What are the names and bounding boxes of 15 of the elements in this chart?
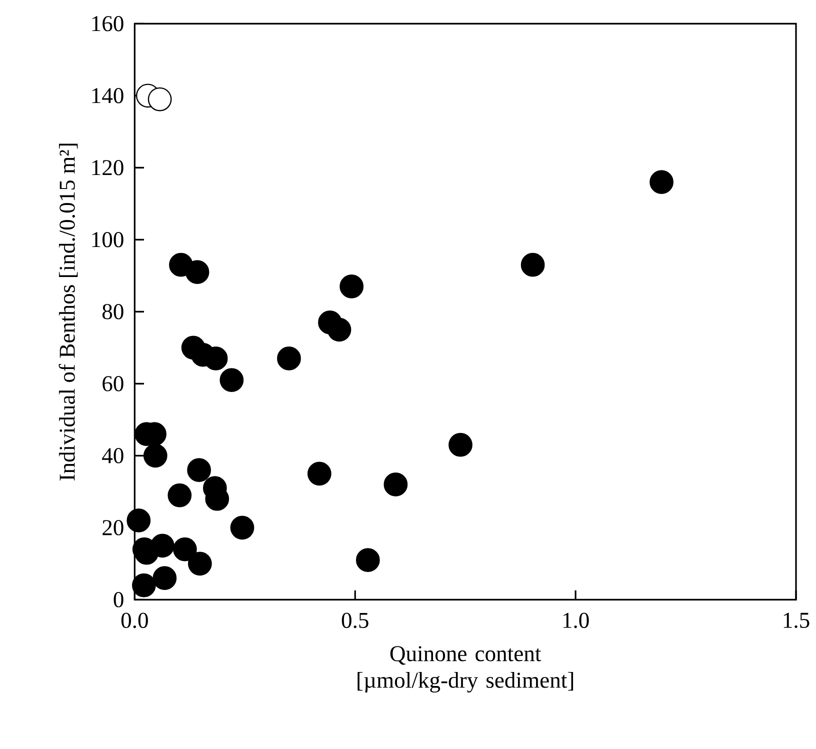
y-tick-label: 80 <box>102 304 124 320</box>
y-tick-label: 100 <box>92 232 124 248</box>
x-tick-label: 1.0 <box>563 612 589 628</box>
y-tick-label: 40 <box>102 448 124 464</box>
y-tick-label: 20 <box>102 520 124 536</box>
y-tick-label: 160 <box>92 16 124 32</box>
x-tick-label: 1.5 <box>784 612 810 628</box>
y-tick-label: 0 <box>114 592 124 608</box>
x-tick-label: 0.5 <box>342 612 368 628</box>
y-tick-label: 120 <box>92 160 124 176</box>
x-axis-title: Quinone content [µmol/kg-dry sediment] <box>358 646 574 693</box>
y-tick-label: 140 <box>92 88 124 104</box>
x-tick-label: 0.0 <box>121 612 148 628</box>
y-axis-title: Individual of Benthos [ind./0.015 m²] <box>58 144 78 480</box>
y-tick-label: 60 <box>102 376 124 392</box>
